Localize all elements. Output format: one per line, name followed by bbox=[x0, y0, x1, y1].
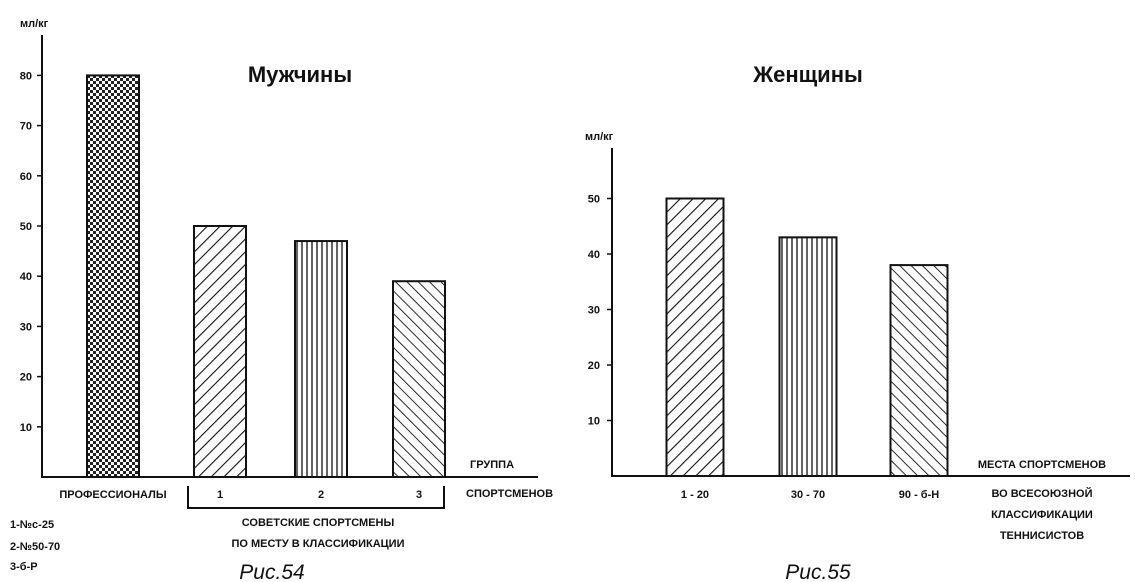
women-y-tick-label: 30 bbox=[588, 305, 600, 317]
men-legend-note-1: 1-№с-25 bbox=[10, 519, 54, 531]
men-group-label-line2: ПО МЕСТУ В КЛАССИФИКАЦИИ bbox=[231, 538, 404, 550]
men-category-label: ПРОФЕССИОНАЛЫ bbox=[59, 489, 166, 501]
men-bars bbox=[86, 74, 446, 479]
women-y-tick-label: 20 bbox=[588, 360, 600, 372]
men-y-tick-label: 80 bbox=[20, 70, 32, 82]
chart-men: мл/кг Мужчины 10 20 30 40 50 60 70 80 ПРОФЕССИО… bbox=[10, 18, 553, 582]
women-y-ticks: 10 20 30 40 50 bbox=[588, 194, 612, 428]
men-group-bracket bbox=[187, 486, 445, 509]
women-bars bbox=[665, 197, 949, 477]
women-figure-caption: Рис.55 bbox=[785, 561, 851, 582]
women-chart-title: Женщины bbox=[752, 62, 863, 87]
women-category-labels: 1 - 20 30 - 70 90 - б-Н bbox=[681, 489, 939, 501]
men-y-tick-label: 60 bbox=[20, 171, 32, 183]
women-y-axis-label: мл/кг bbox=[585, 131, 614, 143]
men-bar bbox=[193, 225, 247, 478]
men-legend-note-2: 2-№50-70 bbox=[10, 541, 60, 553]
men-y-axis-label: мл/кг bbox=[20, 18, 49, 30]
men-group-label-line1: СОВЕТСКИЕ СПОРТСМЕНЫ bbox=[242, 517, 395, 529]
men-y-tick-label: 70 bbox=[20, 121, 32, 133]
men-figure-caption: Рис.54 bbox=[239, 561, 304, 582]
men-category-label: 1 bbox=[217, 489, 223, 501]
women-category-label: 90 - б-Н bbox=[899, 489, 939, 501]
men-category-label: 3 bbox=[416, 489, 422, 501]
women-bar bbox=[665, 197, 725, 477]
men-bar bbox=[86, 74, 140, 479]
women-x-axis-label-line1: МЕСТА СПОРТСМЕНОВ bbox=[978, 459, 1106, 471]
women-category-label: 30 - 70 bbox=[791, 489, 825, 501]
men-y-tick-label: 20 bbox=[20, 372, 32, 384]
men-y-tick-label: 40 bbox=[20, 271, 32, 283]
men-x-axis-label-line2: СПОРТСМЕНОВ bbox=[466, 488, 553, 500]
men-chart-title: Мужчины bbox=[248, 62, 352, 87]
men-category-labels: ПРОФЕССИОНАЛЫ 1 2 3 bbox=[59, 489, 422, 501]
men-bar bbox=[294, 240, 348, 478]
men-category-label: 2 bbox=[318, 489, 324, 501]
chart-women: Женщины мл/кг 10 20 30 40 50 1 - 20 30 - 70 90… bbox=[585, 62, 1130, 582]
women-x-axis-label-line3: КЛАССИФИКАЦИИ bbox=[991, 509, 1093, 521]
women-y-tick-label: 40 bbox=[588, 249, 600, 261]
men-y-tick-label: 50 bbox=[20, 221, 32, 233]
women-bar bbox=[889, 264, 949, 477]
men-y-tick-label: 10 bbox=[20, 422, 32, 434]
men-bar bbox=[392, 280, 446, 478]
men-x-axis-label-line1: ГРУППА bbox=[470, 459, 514, 471]
men-y-ticks: 10 20 30 40 50 60 70 80 bbox=[20, 70, 42, 434]
women-y-tick-label: 50 bbox=[588, 194, 600, 206]
women-bar bbox=[778, 236, 838, 477]
women-category-label: 1 - 20 bbox=[681, 489, 709, 501]
women-x-axis-label-line4: ТЕННИСИСТОВ bbox=[1000, 530, 1084, 542]
women-y-tick-label: 10 bbox=[588, 416, 600, 428]
women-x-axis-label-line2: ВО ВСЕСОЮЗНОЙ bbox=[992, 487, 1093, 500]
men-legend-note-3: 3-б-Р bbox=[10, 561, 38, 573]
men-y-tick-label: 30 bbox=[20, 321, 32, 333]
